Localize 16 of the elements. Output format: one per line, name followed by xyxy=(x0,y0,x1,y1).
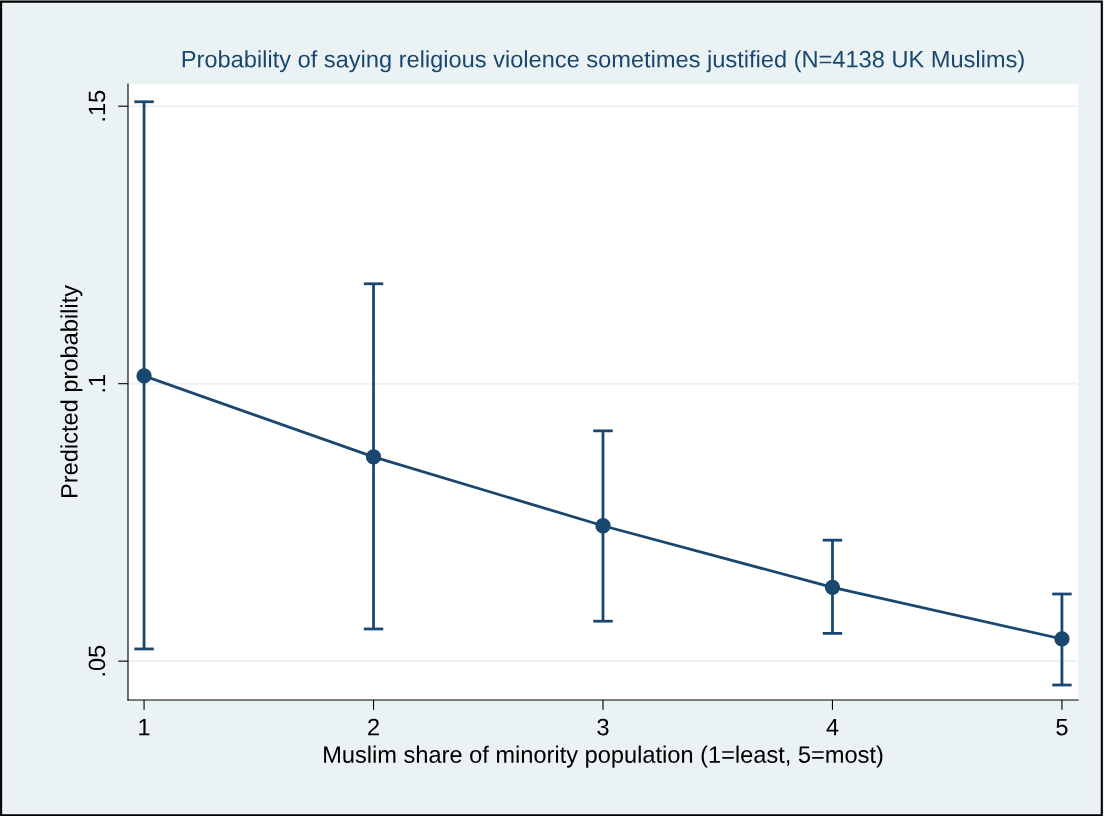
y-tick-label: .1 xyxy=(88,374,106,392)
x-tick-label: 5 xyxy=(1056,718,1068,736)
y-tick-label: .05 xyxy=(88,645,106,676)
x-tick-label: 4 xyxy=(826,718,839,736)
y-tick-label: .15 xyxy=(88,90,106,121)
x-axis-title: Muslim share of minority population (1=least, 5=most) xyxy=(324,745,883,768)
point xyxy=(595,518,611,534)
x-tick-label: 2 xyxy=(368,718,379,736)
point xyxy=(1054,631,1070,647)
chart-title: Probability of saying religious violence sometimes justified (N=4138 UK Muslims) xyxy=(182,50,1024,73)
x-tick-label: 1 xyxy=(139,718,150,736)
y-axis-title: Predicted probability xyxy=(60,285,83,498)
point xyxy=(824,579,841,595)
point xyxy=(365,449,382,465)
x-tick-label: 3 xyxy=(597,718,609,736)
point xyxy=(136,368,152,384)
